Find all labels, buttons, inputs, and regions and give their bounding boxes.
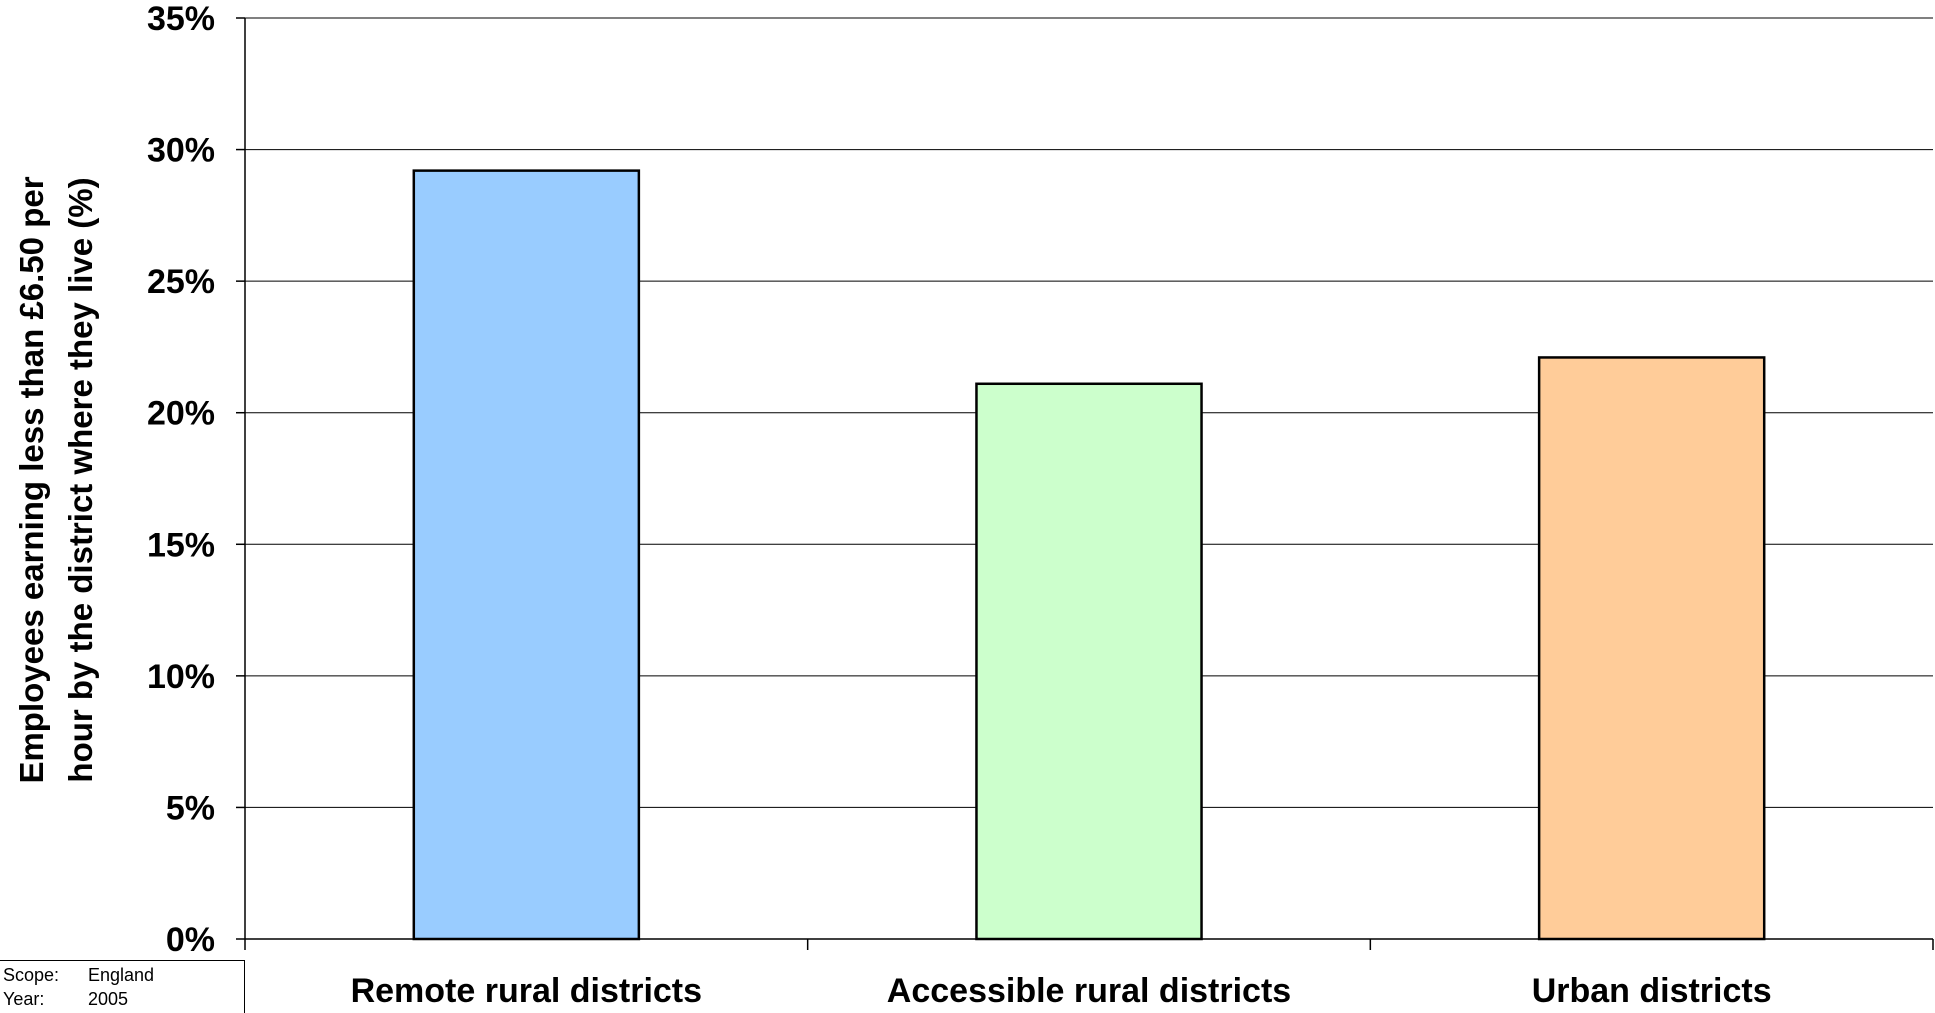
bar-3 (1537, 356, 1766, 941)
scope-label: Scope: (3, 965, 60, 985)
y-tick-label: 0% (166, 921, 215, 959)
y-axis-title-line2: hour by the district where they live (%) (62, 177, 99, 782)
year-row: Year: 2005 (3, 987, 244, 1011)
y-axis-title-line1: Employees earning less than £6.50 per (13, 176, 50, 783)
category-labels: Remote rural districts Accessible rural d… (351, 972, 1772, 1010)
year-value: 2005 (88, 989, 129, 1009)
x-category-label: Remote rural districts (351, 972, 702, 1010)
bars (412, 169, 1766, 941)
bar-2 (975, 382, 1203, 941)
y-tick-label: 5% (166, 789, 215, 827)
y-axis-title: Employees earning less than £6.50 per ho… (13, 176, 99, 783)
y-tick-label: 20% (147, 395, 215, 433)
y-tick-label: 35% (147, 0, 215, 38)
x-category-label: Urban districts (1532, 972, 1772, 1010)
y-tick-label: 30% (147, 132, 215, 170)
y-tick-labels: 0% 5% 10% 15% 20% 25% 30% 35% (147, 0, 215, 959)
year-label: Year: (3, 989, 45, 1009)
y-tick-label: 25% (147, 263, 215, 301)
axes (236, 17, 1934, 950)
scope-row: Scope: England (3, 963, 244, 987)
info-box: Scope: England Year: 2005 (0, 960, 245, 1013)
y-tick-label: 15% (147, 526, 215, 564)
x-category-label: Accessible rural districts (887, 972, 1291, 1010)
scope-value: England (88, 965, 155, 985)
y-tick-label: 10% (147, 658, 215, 696)
bar-1 (412, 169, 641, 941)
